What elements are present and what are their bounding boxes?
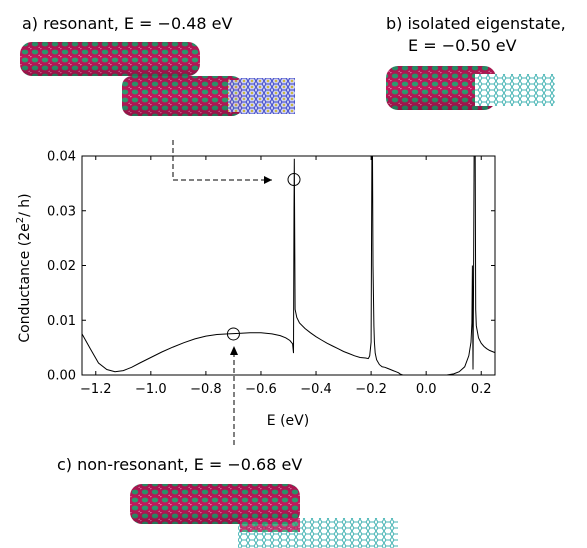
x-tick-label: −0.2 (355, 382, 387, 397)
plot-frame (81, 155, 496, 376)
y-tick-label: 0.04 (47, 150, 76, 165)
panel-c-molecule-image (130, 484, 398, 548)
conductance-chart: −1.2 −1.0 −0.8 −0.6 −0.4 −0.2 0.0 0.2 0.00 0.01 0… (15, 150, 496, 429)
y-axis-label-superscript: 2 (15, 217, 26, 223)
x-tick-label: −1.2 (80, 382, 112, 397)
panel-a-molecule-image (20, 42, 295, 116)
x-tick-label: 0.0 (416, 382, 437, 397)
panel-a-label: a) resonant, E = −0.48 eV (22, 14, 233, 33)
resonant-point-marker (287, 173, 301, 187)
nonresonant-arrow (230, 346, 238, 445)
y-axis-label-end: / h) (17, 193, 33, 217)
nonresonant-point-marker (226, 327, 240, 341)
y-axis-label-main: Conductance (2e (17, 223, 33, 342)
x-tick-label: 0.2 (471, 382, 492, 397)
y-tick-label: 0.02 (47, 259, 76, 274)
conductance-line (81, 155, 496, 376)
panel-b-energy-label: E = −0.50 eV (408, 36, 517, 55)
x-tick-label: −0.6 (245, 382, 277, 397)
x-tick-label: −0.8 (190, 382, 222, 397)
panel-b-label: b) isolated eigenstate, (386, 14, 566, 33)
x-axis-label: E (eV) (267, 413, 309, 429)
x-tick-label: −1.0 (135, 382, 167, 397)
y-tick-label: 0.00 (47, 369, 76, 384)
x-tick-label: −0.4 (300, 382, 332, 397)
y-tick-label: 0.01 (47, 314, 76, 329)
y-axis-label: Conductance (2e2/ h) (15, 193, 33, 342)
panel-c-label: c) non-resonant, E = −0.68 eV (57, 455, 303, 474)
resonant-arrow (172, 140, 272, 184)
panel-b-molecule-image (386, 66, 555, 110)
y-tick-label: 0.03 (47, 204, 76, 219)
